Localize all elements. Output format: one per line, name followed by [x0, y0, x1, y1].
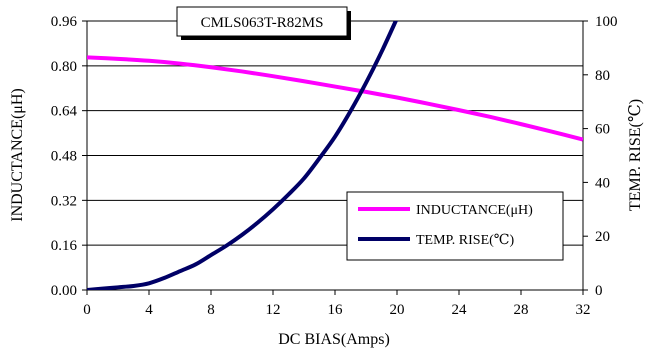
- y-left-tick-label: 0.32: [51, 193, 77, 209]
- y-right-tick-label: 100: [595, 14, 618, 30]
- x-tick-label: 8: [207, 302, 215, 318]
- x-axis-label: DC BIAS(Amps): [278, 331, 390, 348]
- y-right-tick-label: 20: [595, 229, 610, 245]
- x-tick-label: 28: [514, 302, 529, 318]
- y-right-tick-label: 40: [595, 175, 610, 191]
- legend-label-inductance: INDUCTANCE(μH): [416, 203, 533, 218]
- series-line-1: [87, 21, 398, 290]
- legend: INDUCTANCE(μH) TEMP. RISE(℃): [346, 191, 564, 261]
- y-left-tick-label: 0.48: [51, 149, 77, 165]
- x-tick-label: 24: [452, 302, 468, 318]
- x-tick-label: 20: [390, 302, 405, 318]
- x-tick-label: 0: [83, 302, 91, 318]
- axis-ticks: 0.000.160.320.480.640.800.96020406080100…: [51, 14, 618, 318]
- title-box: CMLS063T-R82MS: [176, 6, 351, 40]
- y-left-tick-label: 0.16: [51, 238, 78, 254]
- y-left-axis-label: INDUCTANCE(μH): [9, 88, 26, 222]
- x-tick-label: 12: [266, 302, 281, 318]
- x-tick-label: 4: [145, 302, 153, 318]
- y-right-tick-label: 80: [595, 68, 610, 84]
- x-tick-label: 32: [576, 302, 591, 318]
- legend-label-temp-rise: TEMP. RISE(℃): [416, 233, 514, 248]
- y-left-tick-label: 0.80: [51, 59, 77, 75]
- y-left-tick-label: 0.96: [51, 14, 78, 30]
- series-line-0: [87, 55, 583, 142]
- y-left-tick-label: 0.64: [51, 104, 78, 120]
- y-right-tick-label: 0: [595, 283, 603, 299]
- series-lines: [87, 21, 583, 290]
- y-right-axis-label: TEMP. RISE(℃): [627, 99, 644, 211]
- chart-title: CMLS063T-R82MS: [201, 15, 324, 31]
- x-tick-label: 16: [328, 302, 344, 318]
- y-right-tick-label: 60: [595, 122, 610, 138]
- y-left-tick-label: 0.00: [51, 283, 77, 299]
